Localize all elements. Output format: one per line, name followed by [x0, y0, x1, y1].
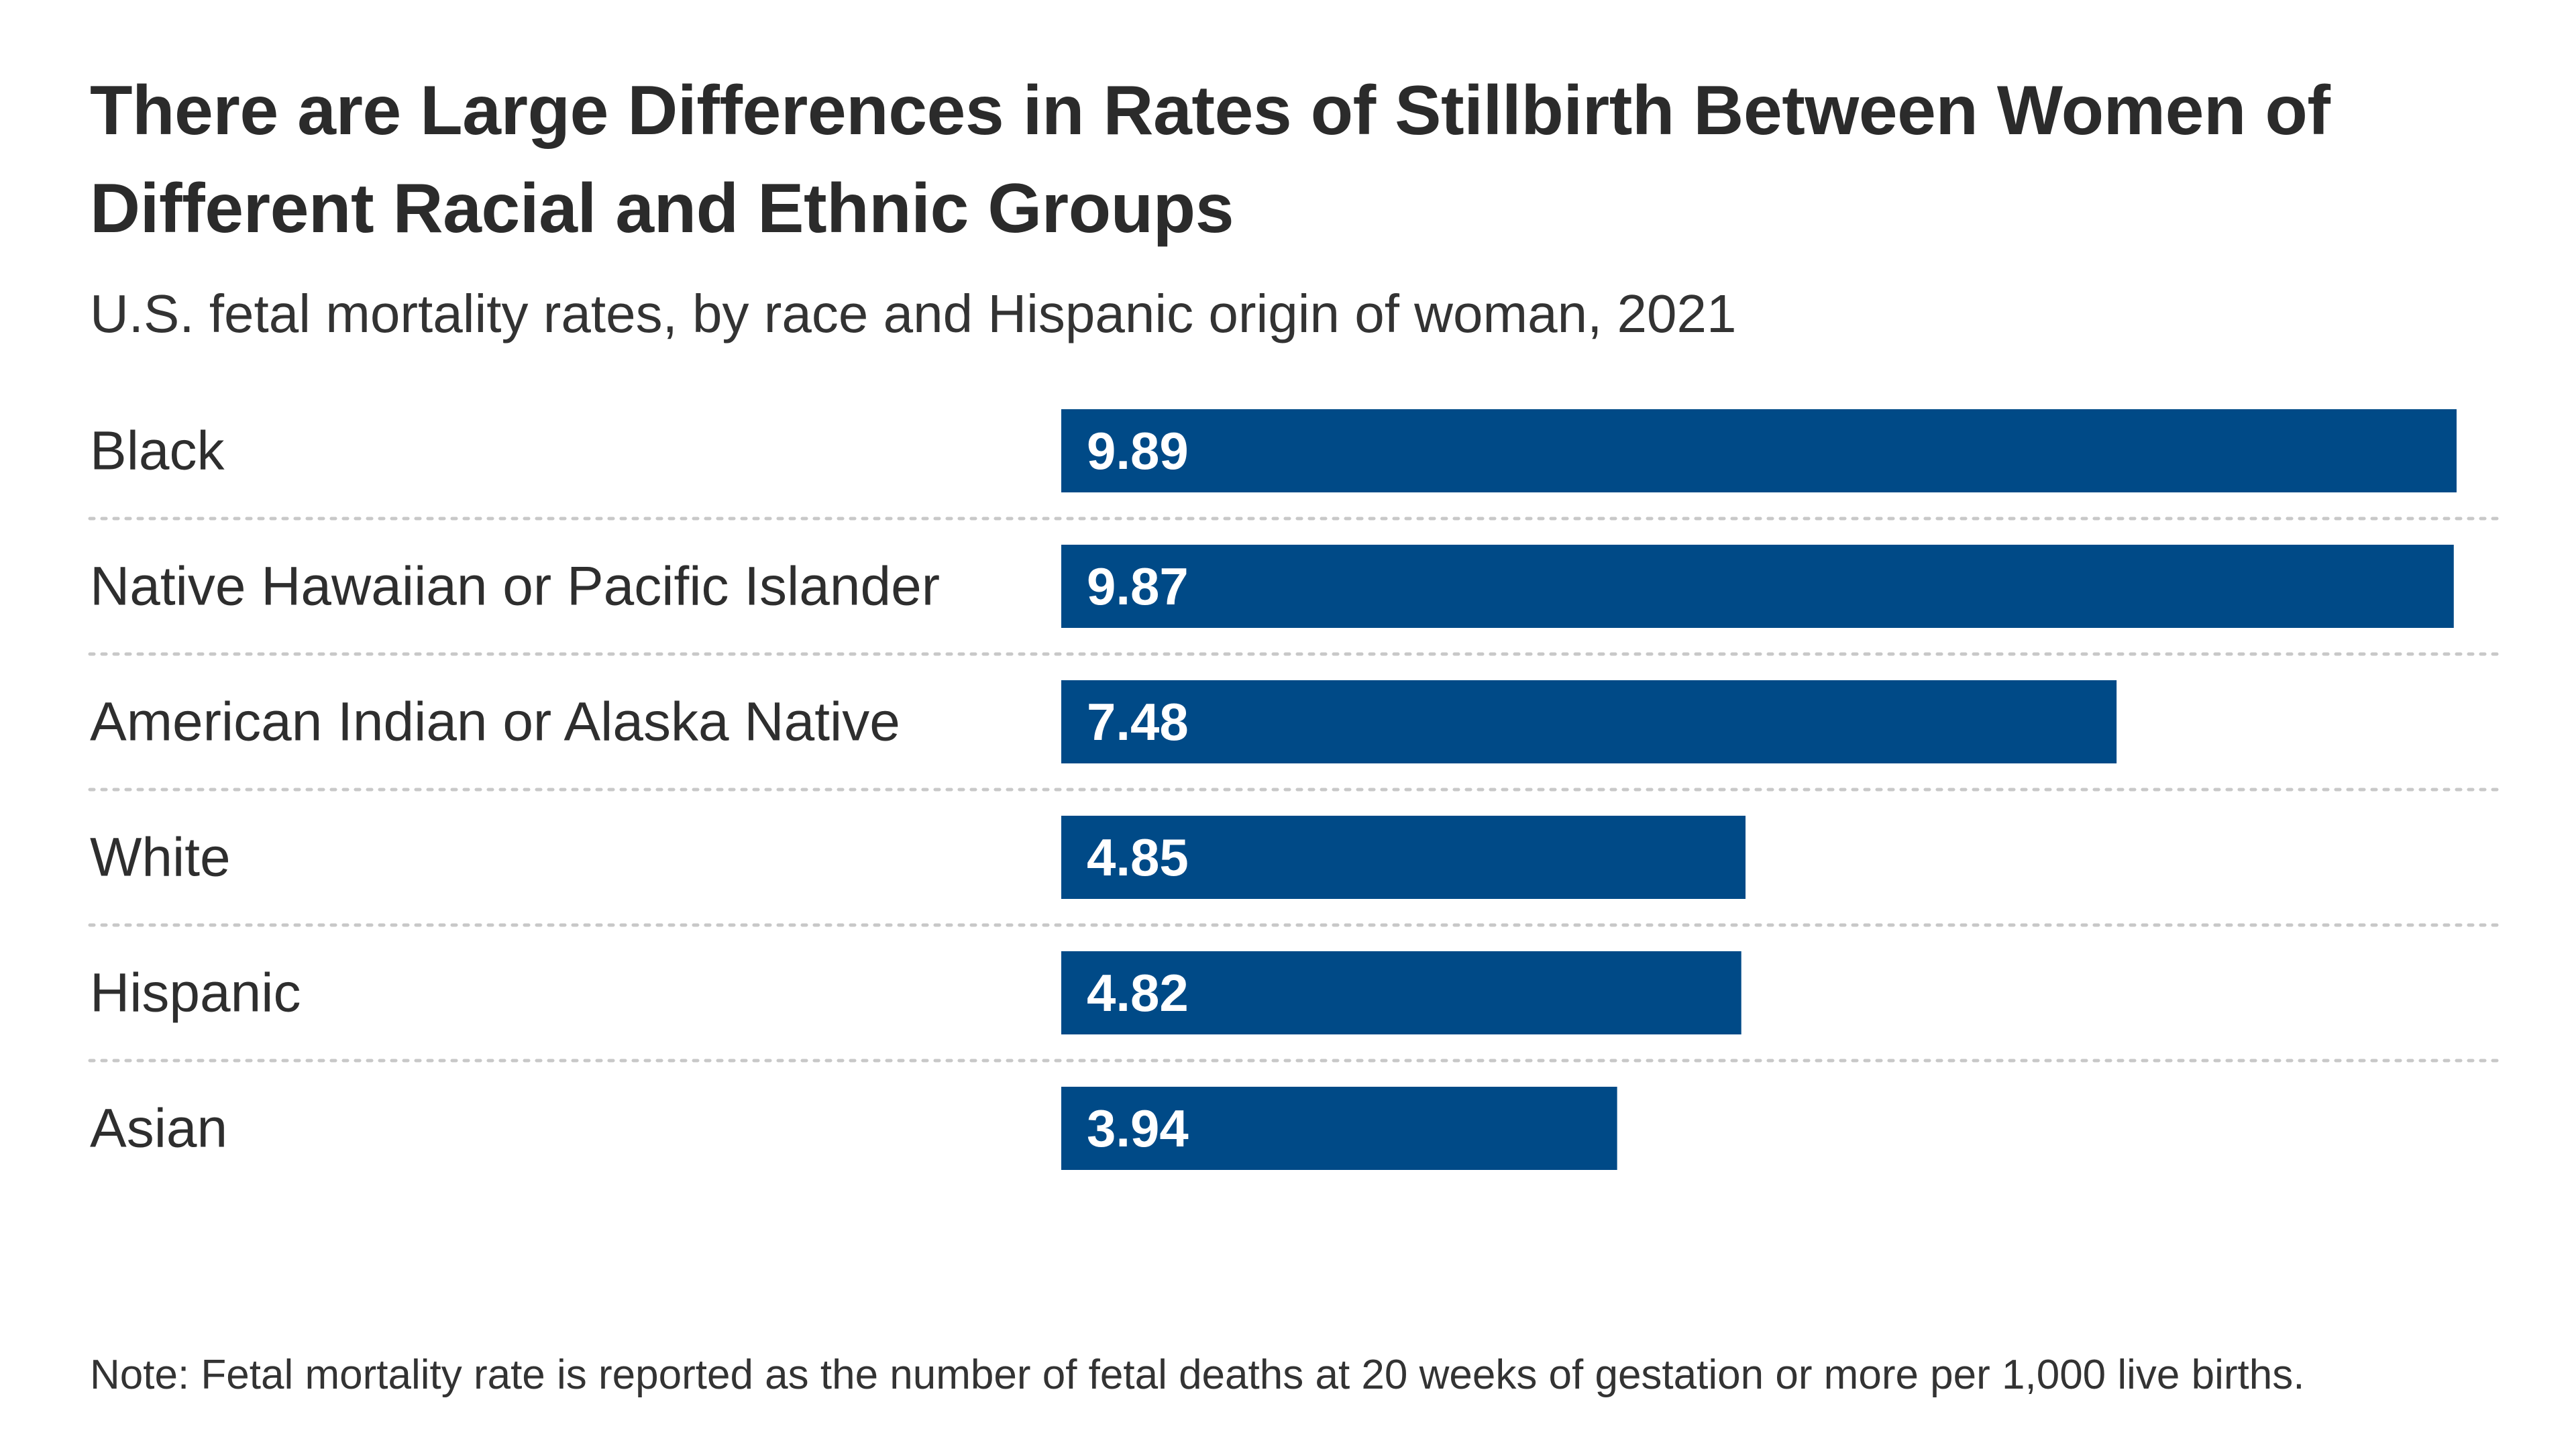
value-label: 4.85 [1087, 828, 1189, 887]
bar [1061, 951, 1741, 1034]
value-label: 9.87 [1087, 557, 1189, 616]
bar [1061, 409, 2457, 492]
bar [1061, 816, 1746, 899]
chart-note: Note: Fetal mortality rate is reported a… [90, 1352, 2305, 1398]
category-label: American Indian or Alaska Native [90, 692, 900, 753]
category-label: Native Hawaiian or Pacific Islander [90, 556, 940, 617]
bar-chart: Black 9.89 Native Hawaiian or Pacific Isla… [88, 409, 2504, 1170]
bar [1061, 680, 2117, 763]
category-label: White [90, 827, 231, 888]
value-label: 3.94 [1087, 1099, 1189, 1158]
category-label: Asian [90, 1098, 227, 1159]
bar [1061, 545, 2454, 628]
value-label: 9.89 [1087, 421, 1189, 480]
category-label: Hispanic [90, 963, 301, 1024]
chart-title: There are Large Differences in Rates of … [90, 72, 2330, 248]
chart-subtitle: U.S. fetal mortality rates, by race and … [90, 284, 1737, 343]
category-label: Black [90, 421, 225, 482]
value-label: 7.48 [1087, 692, 1189, 751]
value-label: 4.82 [1087, 963, 1189, 1022]
bar [1061, 1087, 1617, 1170]
